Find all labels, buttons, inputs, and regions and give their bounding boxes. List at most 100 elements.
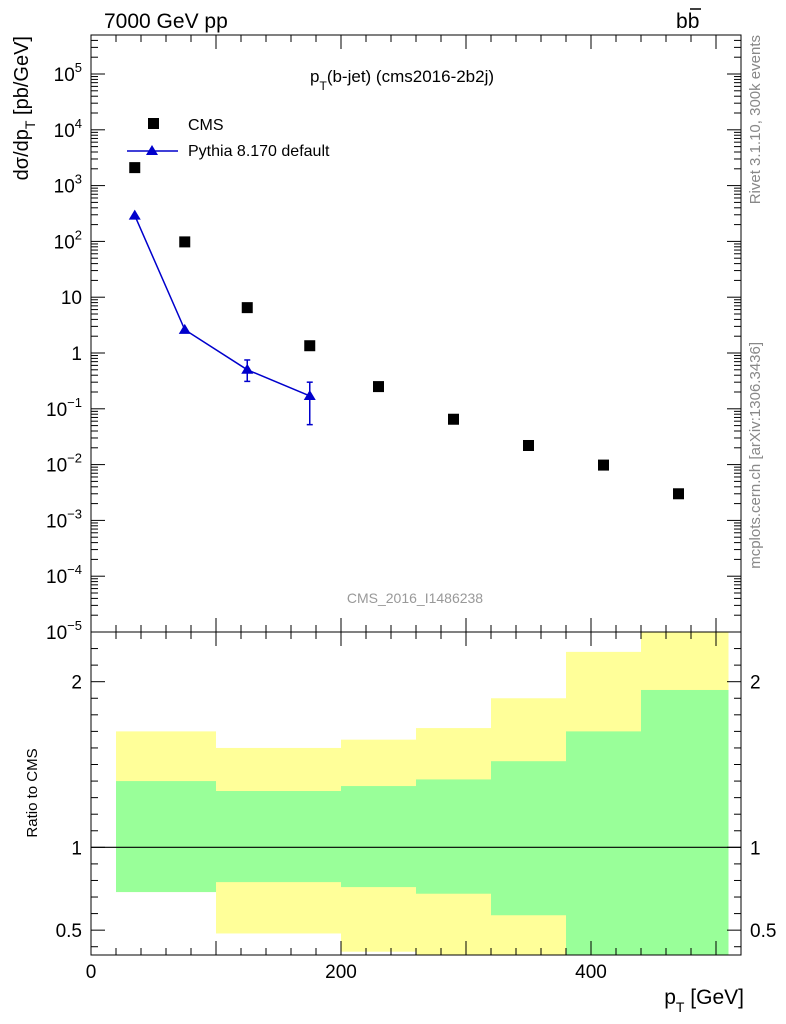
y-tick-exponent: 3 <box>75 172 82 187</box>
legend-mc-label: Pythia 8.170 default <box>188 143 330 160</box>
y-tick-base: 10 <box>46 567 67 588</box>
ylabel-main: dσ/dp <box>11 129 33 180</box>
ylabel-rest: [pb/GeV] <box>11 36 33 121</box>
cms-point <box>179 236 191 248</box>
title-rest: (b-jet) (cms2016-2b2j) <box>327 67 494 86</box>
y-tick-base: 1 <box>71 344 82 365</box>
cms-point <box>304 340 316 352</box>
y-tick-label: 10−2 <box>46 451 82 477</box>
mc-data-points <box>128 209 316 400</box>
x-axis-label: pT [GeV] <box>664 986 744 1015</box>
y-tick-exponent: −4 <box>67 562 82 577</box>
cms-point <box>241 302 253 314</box>
legend: CMS Pythia 8.170 default <box>127 117 330 160</box>
mc-point <box>241 363 254 374</box>
cms-point <box>673 488 684 500</box>
y-tick-label: 1 <box>71 344 82 365</box>
x-tick-label: 400 <box>575 962 607 983</box>
process-b: b <box>676 10 688 33</box>
ratio-inner-band <box>116 781 216 893</box>
cms-point <box>373 381 384 393</box>
ratio-y-axis-label: Ratio to CMS <box>24 748 41 837</box>
ratio-y-tick-label: 2 <box>750 673 761 694</box>
y-tick-label: 10−5 <box>46 618 82 644</box>
y-tick-base: 10 <box>46 511 67 532</box>
legend-mc-marker <box>146 145 158 155</box>
y-tick-exponent: 5 <box>75 60 82 75</box>
xlabel-sub: T <box>676 999 685 1015</box>
main-axis-ticks <box>90 34 742 633</box>
mcplots-label: mcplots.cern.ch [arXiv:1306.3436] <box>747 342 764 569</box>
y-tick-base: 10 <box>46 400 67 421</box>
y-tick-exponent: 2 <box>75 227 82 242</box>
y-tick-base: 10 <box>46 456 67 477</box>
svg-text:bb: bb <box>676 10 699 33</box>
y-tick-base: 10 <box>54 121 75 142</box>
title-p: p <box>310 67 319 86</box>
ratio-y-tick-label: 1 <box>750 838 761 859</box>
cms-point <box>448 413 459 425</box>
ratio-uncertainty-bands <box>116 632 729 955</box>
ratio-y-tick-label: 2 <box>71 673 82 694</box>
analysis-watermark: CMS_2016_I1486238 <box>347 590 483 606</box>
x-tick-label: 200 <box>325 962 357 983</box>
y-tick-label: 10−4 <box>46 562 82 588</box>
legend-cms-label: CMS <box>188 117 224 134</box>
y-tick-base: 10 <box>54 177 75 198</box>
ratio-inner-band <box>341 786 416 888</box>
ratio-inner-band <box>491 761 566 916</box>
cms-data-points <box>129 162 684 500</box>
y-tick-exponent: −1 <box>67 395 82 410</box>
mc-point <box>178 323 191 334</box>
ratio-y-tick-label: 0.5 <box>750 921 776 942</box>
main-plot-title: pT(b-jet) (cms2016-2b2j) <box>310 67 494 93</box>
ylabel-sub: T <box>22 120 38 129</box>
y-tick-label: 10−1 <box>46 395 82 421</box>
y-tick-base: 10 <box>54 65 75 86</box>
mc-point <box>303 389 316 400</box>
cms-point <box>129 162 141 174</box>
mc-point <box>128 209 141 220</box>
process-bbar: b <box>688 10 700 33</box>
y-tick-label: 10 <box>61 288 82 309</box>
y-tick-label: 103 <box>54 172 82 198</box>
ratio-inner-band <box>416 779 491 894</box>
cms-point <box>598 459 609 471</box>
rivet-label: Rivet 3.1.10, 300k events <box>747 35 764 204</box>
ratio-plot-panel: 0.5 1 2 0.5 1 2 0 200 400 Ratio to CMS pT [GeV… <box>24 631 776 1015</box>
y-tick-label: 10−3 <box>46 506 82 532</box>
ratio-y-tick-label: 1 <box>71 838 82 859</box>
y-tick-exponent: 4 <box>75 116 82 131</box>
y-tick-label: 102 <box>54 227 82 253</box>
y-tick-label: 104 <box>54 116 82 142</box>
process-label: bb <box>676 8 701 33</box>
ratio-y-tick-label: 0.5 <box>56 921 82 942</box>
xlabel-rest: [GeV] <box>684 986 744 1009</box>
x-tick-labels: 0 200 400 <box>86 962 607 983</box>
collision-label: 7000 GeV pp <box>104 10 228 33</box>
xlabel-p: p <box>664 986 676 1009</box>
ratio-y-tick-labels-right: 0.5 1 2 <box>750 673 776 942</box>
x-tick-label: 0 <box>86 962 97 983</box>
ratio-y-tick-labels-left: 0.5 1 2 <box>56 673 82 942</box>
mc-series-line <box>134 215 311 397</box>
y-tick-exponent: −3 <box>67 506 82 521</box>
mc-error-bars <box>244 359 313 426</box>
y-tick-base: 10 <box>54 232 75 253</box>
ratio-axis-ticks <box>90 631 742 955</box>
cms-point <box>523 439 534 451</box>
title-sub: T <box>319 79 327 93</box>
y-tick-label: 105 <box>54 60 82 86</box>
y-tick-exponent: −5 <box>67 618 82 633</box>
y-tick-base: 10 <box>46 623 67 644</box>
y-tick-base: 10 <box>61 288 82 309</box>
ratio-inner-band <box>641 689 729 955</box>
y-axis-label: dσ/dpT [pb/GeV] <box>11 36 38 180</box>
ratio-inner-band <box>566 731 641 955</box>
y-tick-exponent: −2 <box>67 451 82 466</box>
ratio-inner-band <box>216 791 341 883</box>
legend-cms-marker <box>148 118 159 129</box>
